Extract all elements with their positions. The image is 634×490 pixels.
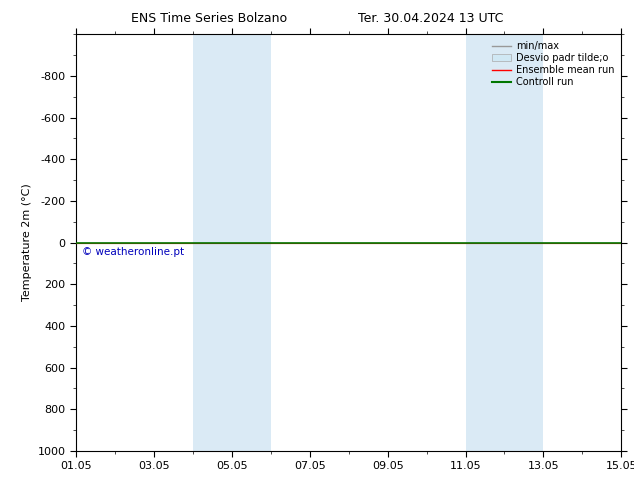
Text: Ter. 30.04.2024 13 UTC: Ter. 30.04.2024 13 UTC	[358, 12, 504, 25]
Y-axis label: Temperature 2m (°C): Temperature 2m (°C)	[22, 184, 32, 301]
Text: © weatheronline.pt: © weatheronline.pt	[82, 246, 184, 257]
Bar	[465, 34, 543, 451]
Text: ENS Time Series Bolzano: ENS Time Series Bolzano	[131, 12, 287, 25]
Bar	[193, 34, 271, 451]
Legend: min/max, Desvio padr tilde;o, Ensemble mean run, Controll run: min/max, Desvio padr tilde;o, Ensemble m…	[489, 39, 616, 89]
